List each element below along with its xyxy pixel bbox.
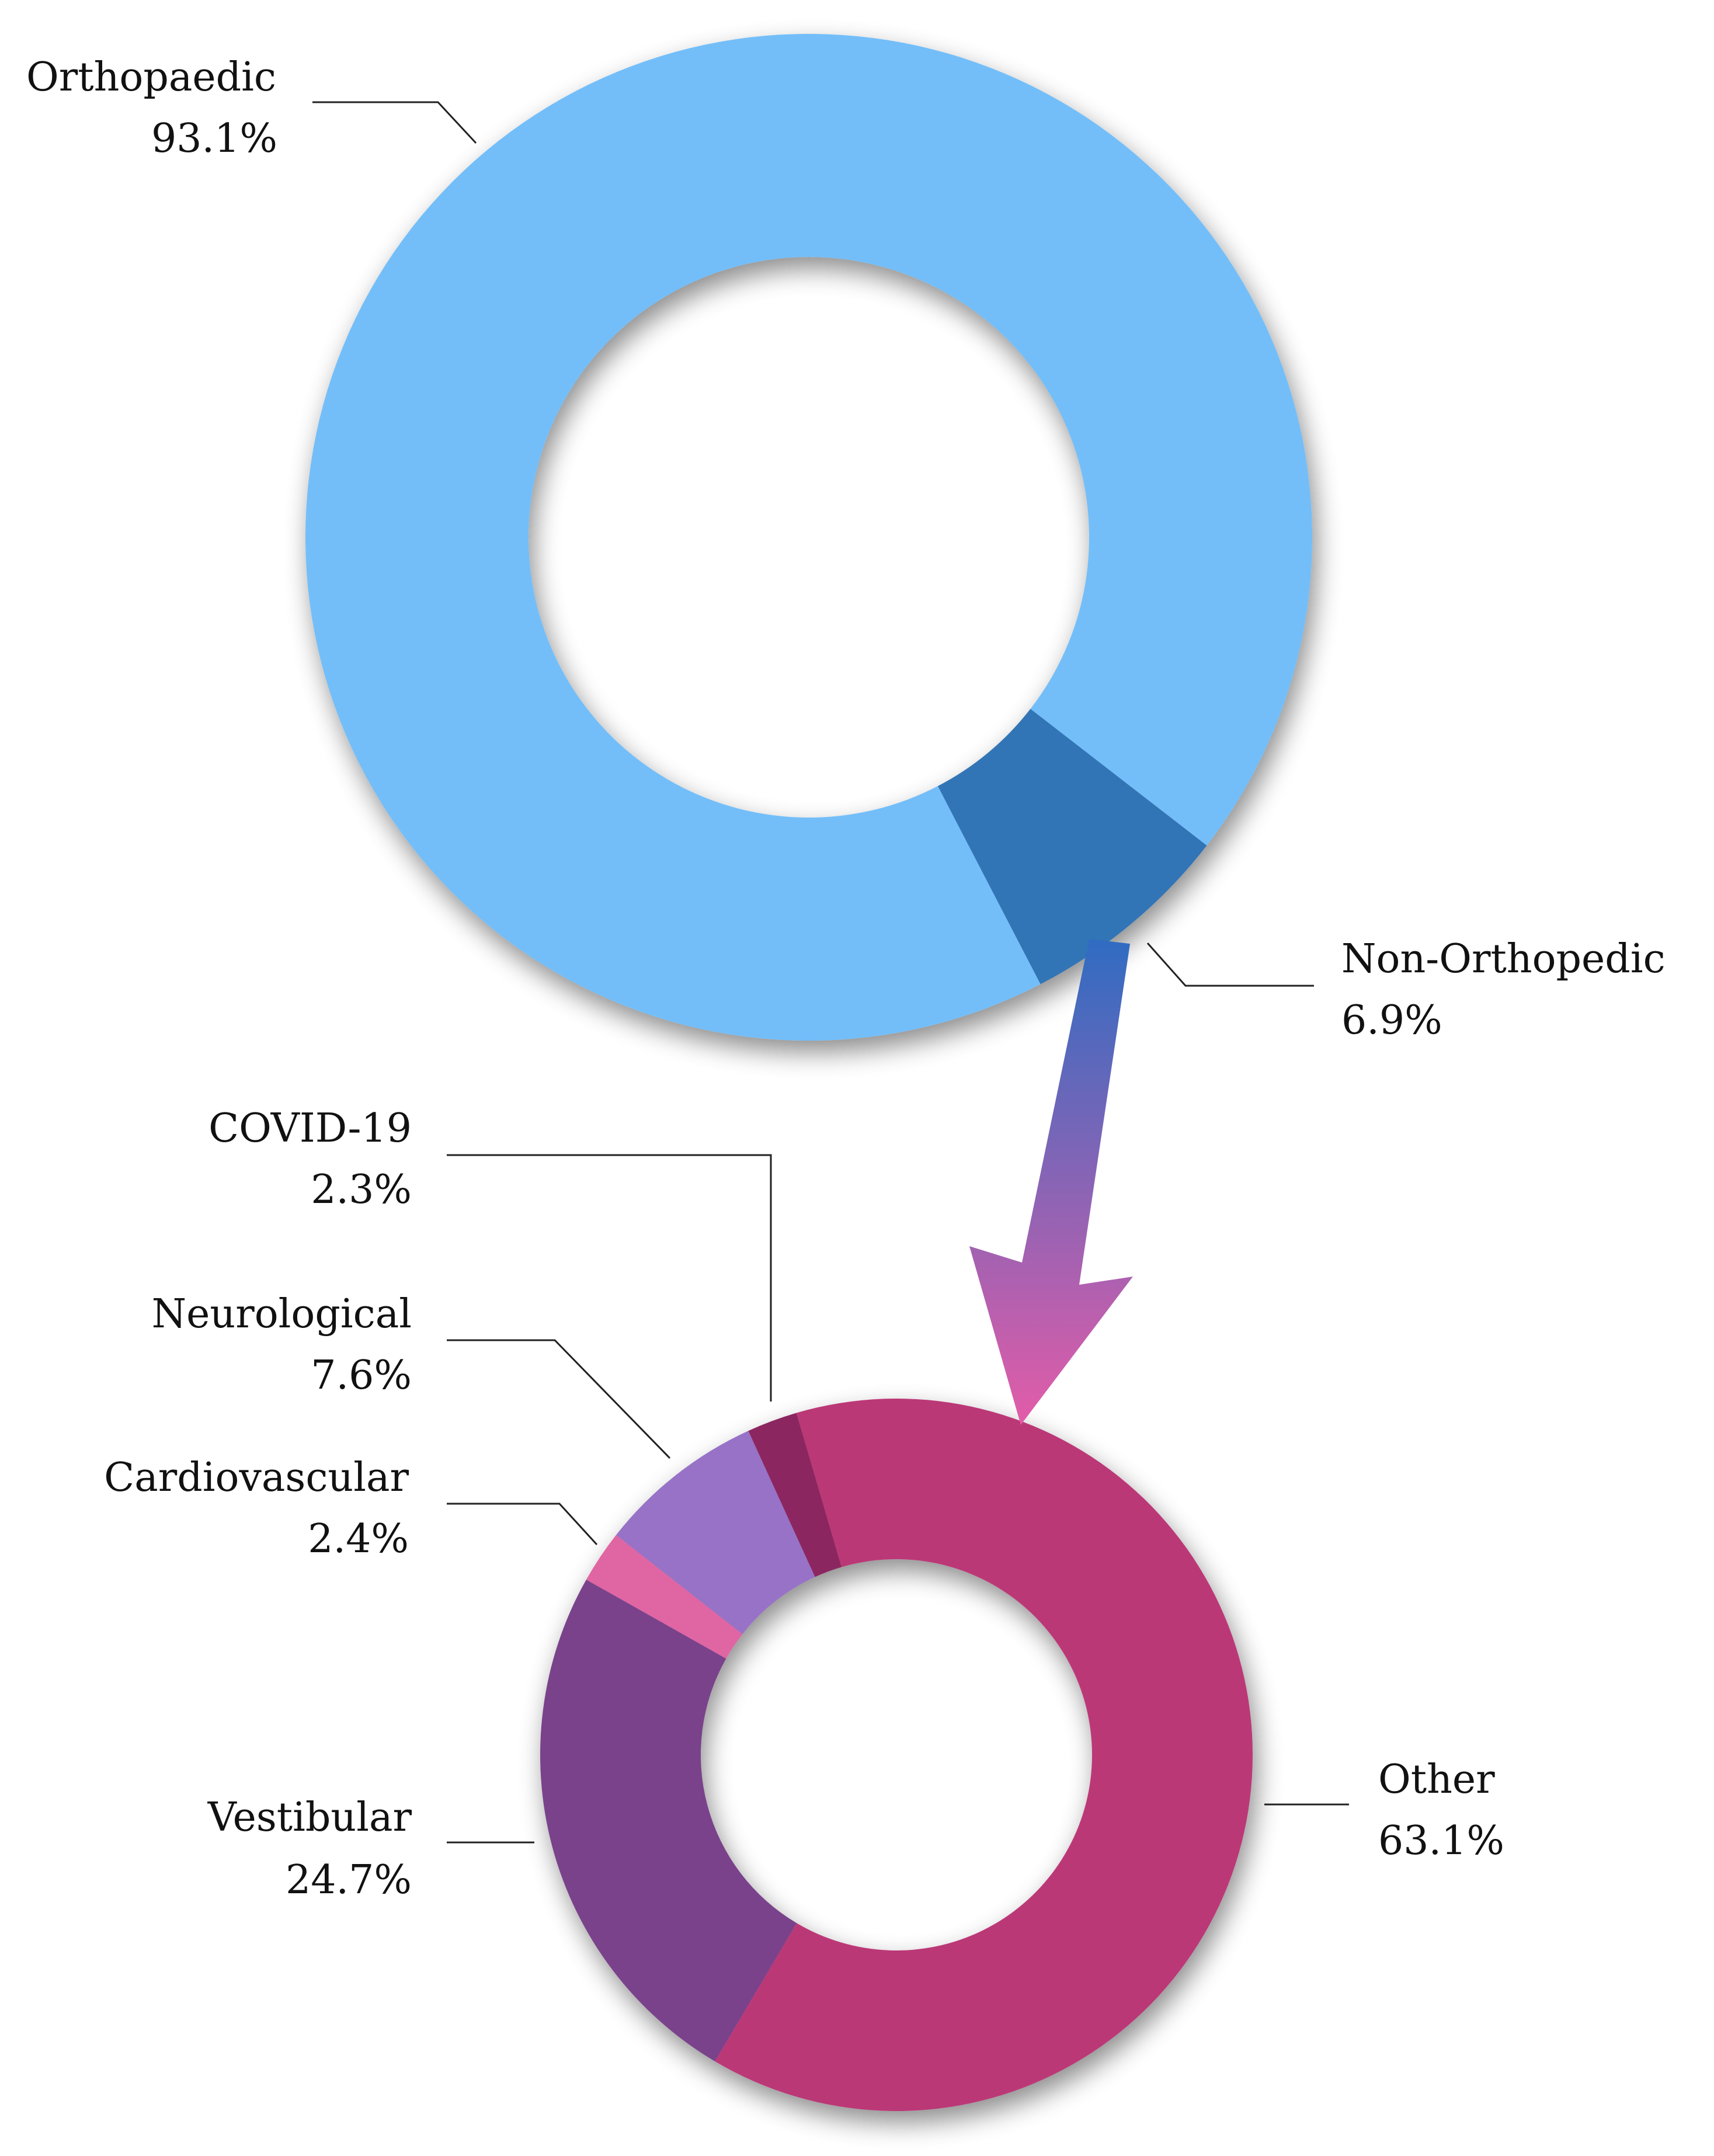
label-name: Non-Orthopedic	[1341, 936, 1666, 982]
label-value: 24.7%	[286, 1857, 412, 1903]
label-covid-19: COVID-19 2.3%	[208, 1105, 412, 1213]
label-value: 7.6%	[311, 1352, 412, 1399]
label-name: COVID-19	[208, 1105, 412, 1152]
label-name: Other	[1378, 1757, 1495, 1803]
slice-vestibular	[540, 1579, 797, 2061]
label-name: Neurological	[152, 1291, 412, 1337]
slice-non-orthopedic	[937, 708, 1207, 985]
slice-covid-19	[748, 1413, 842, 1577]
donut-chart-top	[305, 34, 1312, 1041]
slice-orthopaedic	[305, 34, 1312, 1041]
label-value: 93.1%	[151, 116, 277, 162]
label-name: Orthopaedic	[26, 54, 276, 100]
drilldown-arrow	[969, 939, 1133, 1425]
label-value: 6.9%	[1341, 997, 1442, 1044]
label-orthopaedic: Orthopaedic 93.1%	[26, 54, 277, 162]
label-other: Other 63.1%	[1378, 1757, 1504, 1864]
slice-cardiovascular	[586, 1535, 743, 1659]
leader-neurological	[447, 1339, 671, 1459]
label-cardiovascular: Cardiovascular 2.4%	[104, 1455, 409, 1562]
donut-chart-bottom	[540, 1399, 1253, 2111]
label-name: Cardiovascular	[104, 1455, 409, 1501]
leader-orthopaedic	[312, 101, 477, 144]
label-neurological: Neurological 7.6%	[152, 1291, 412, 1399]
label-non-orthopedic: Non-Orthopedic 6.9%	[1341, 936, 1666, 1044]
leader-cardiovascular	[447, 1503, 598, 1546]
label-value: 2.3%	[311, 1167, 412, 1213]
label-name: Vestibular	[207, 1795, 412, 1841]
leader-covid-19	[447, 1154, 772, 1402]
slice-other	[715, 1399, 1253, 2111]
leader-non-orthopedic	[1146, 943, 1314, 987]
slice-neurological	[616, 1431, 815, 1635]
label-value: 2.4%	[308, 1516, 409, 1562]
label-value: 63.1%	[1378, 1818, 1504, 1864]
label-vestibular: Vestibular 24.7%	[207, 1795, 412, 1903]
